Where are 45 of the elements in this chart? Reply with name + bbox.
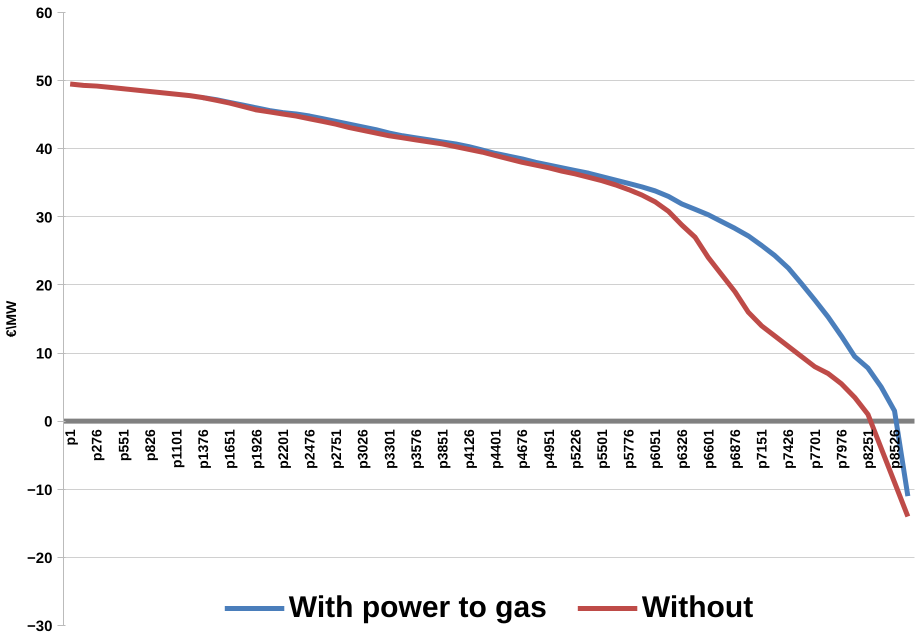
x-tick-label: p8251 <box>860 428 876 469</box>
x-tick-label: p2476 <box>301 428 318 469</box>
x-tick-label: p5226 <box>567 428 584 469</box>
x-tick-label: p1 <box>62 428 78 446</box>
x-tick-label: p1926 <box>248 428 264 469</box>
x-tick-label: p2751 <box>328 428 344 469</box>
x-tick-label: p3301 <box>381 428 398 469</box>
x-tick-label: p4126 <box>461 428 478 469</box>
x-tick-label: p276 <box>88 428 105 462</box>
y-tick-label: −10 <box>27 482 53 499</box>
y-tick-label: 10 <box>36 346 53 363</box>
y-axis-title: €\MW <box>3 300 20 338</box>
x-tick-label: p1101 <box>168 428 185 468</box>
x-tick-label: p6326 <box>674 428 690 469</box>
x-tick-label: p7701 <box>806 428 823 469</box>
legend-label: With power to gas <box>288 591 547 625</box>
y-tick-label: 50 <box>36 73 53 90</box>
x-tick-label: p826 <box>142 428 158 462</box>
x-tick-label: p3026 <box>354 428 371 469</box>
x-tick-label: p8526 <box>886 428 903 469</box>
x-tick-label: p4676 <box>514 428 530 469</box>
y-tick-label: 30 <box>36 209 53 226</box>
x-tick-label: p3851 <box>434 428 450 469</box>
x-tick-label: p4401 <box>488 428 504 469</box>
y-tick-label: 0 <box>44 414 52 431</box>
x-tick-label: p3576 <box>408 428 424 469</box>
y-tick-label: −20 <box>27 550 53 567</box>
legend-label: Without <box>642 591 754 625</box>
x-tick-label: p2201 <box>274 428 291 469</box>
x-tick-label: p7976 <box>833 428 850 469</box>
x-tick-label: p551 <box>115 428 132 462</box>
x-tick-label: p6051 <box>647 428 664 469</box>
x-tick-label: p1376 <box>195 428 212 469</box>
y-tick-label: 40 <box>36 141 53 158</box>
x-tick-label: p4951 <box>540 428 557 469</box>
x-tick-label: p6601 <box>700 428 716 469</box>
x-tick-label: p5501 <box>594 428 610 469</box>
x-tick-label: p1651 <box>222 428 238 469</box>
y-tick-label: 20 <box>36 277 53 294</box>
x-tick-label: p6876 <box>726 428 743 469</box>
y-tick-label: 60 <box>36 5 53 22</box>
x-tick-label: p7151 <box>754 428 770 469</box>
x-tick-label: p5776 <box>620 428 637 469</box>
y-tick-label: −30 <box>27 618 53 633</box>
x-tick-label: p7426 <box>780 428 796 469</box>
